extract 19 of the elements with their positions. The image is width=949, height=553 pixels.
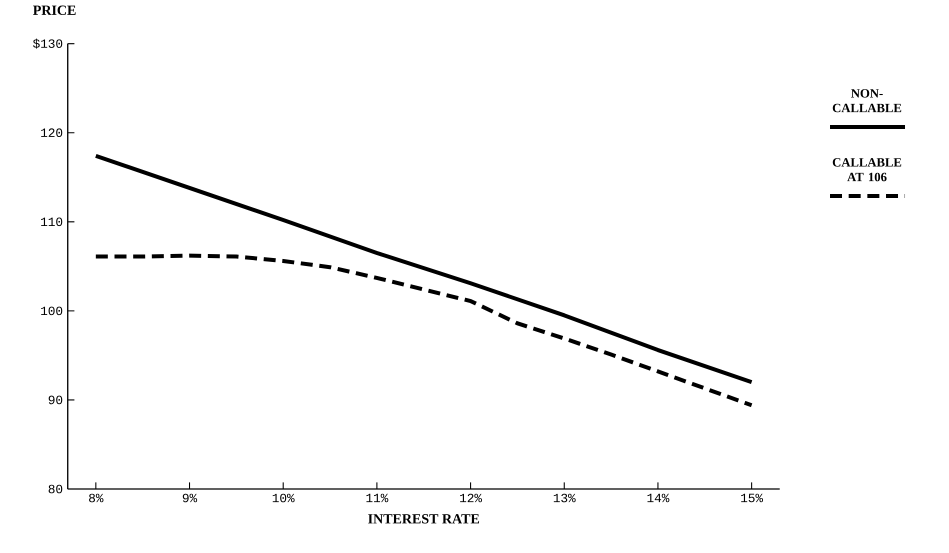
line-series bbox=[94, 154, 754, 384]
x-axis-title: INTEREST RATE bbox=[368, 514, 480, 524]
y-tick-label: $130 bbox=[33, 38, 62, 49]
y-tick-label: 110 bbox=[41, 218, 62, 226]
y-tick-label: 120 bbox=[41, 128, 62, 138]
x-tick-label: 8% bbox=[89, 494, 104, 502]
y-tick-label: 100 bbox=[41, 306, 62, 316]
x-tick-label: 12% bbox=[460, 494, 482, 502]
x-tick-label: 14% bbox=[647, 494, 670, 502]
y-axis-title: PRICE bbox=[33, 6, 76, 15]
x-tick-label: 9% bbox=[182, 494, 198, 502]
text: NON-CALLABLE bbox=[832, 89, 902, 112]
y-tick-label: 90 bbox=[48, 396, 62, 404]
x-tick-label: 15% bbox=[741, 494, 764, 502]
x-tick-label: 10% bbox=[272, 494, 295, 502]
x-tick-label: 11% bbox=[366, 494, 388, 502]
text: CALLABLE AT 106 bbox=[832, 158, 902, 182]
x-tick-label: 13% bbox=[554, 494, 576, 502]
y-tick-label: 80 bbox=[48, 484, 62, 494]
